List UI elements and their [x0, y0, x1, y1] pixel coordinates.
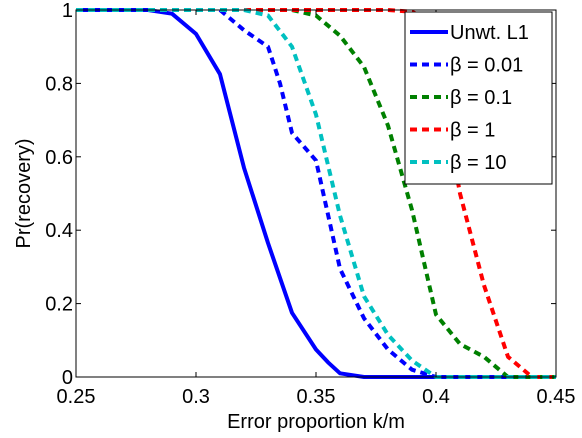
legend-label-2: β = 0.1 — [450, 87, 512, 109]
y-tick-label: 1 — [62, 0, 73, 22]
y-tick-label: 0.4 — [45, 220, 73, 242]
legend-label-3: β = 1 — [450, 120, 495, 142]
tick-layer: 0.25 0.3 0.35 0.4 0.45 0 0.2 0.4 0.6 0.8 1 — [45, 0, 575, 408]
legend-label-4: β = 10 — [450, 152, 507, 174]
y-axis-label: Pr(recovery) — [13, 138, 35, 248]
series-line-0 — [76, 8, 556, 379]
x-tick-label: 0.35 — [297, 386, 336, 408]
legend-label-0: Unwt. L1 — [450, 22, 529, 44]
series-line-1 — [76, 8, 556, 379]
legend-label-1: β = 0.01 — [450, 55, 523, 77]
y-tick-label: 0.6 — [45, 147, 73, 169]
x-axis-label: Error proportion k/m — [227, 411, 405, 433]
legend: Unwt. L1 β = 0.01 β = 0.1 β = 1 β = 10 — [404, 11, 553, 185]
y-tick-label: 0.2 — [45, 294, 73, 316]
x-tick-label: 0.4 — [422, 386, 450, 408]
x-tick-label: 0.25 — [57, 386, 96, 408]
y-tick-label: 0.8 — [45, 73, 73, 95]
x-tick-label: 0.45 — [537, 386, 576, 408]
y-tick-label: 0 — [62, 367, 73, 389]
legend-box — [404, 11, 553, 185]
x-tick-label: 0.3 — [182, 386, 210, 408]
